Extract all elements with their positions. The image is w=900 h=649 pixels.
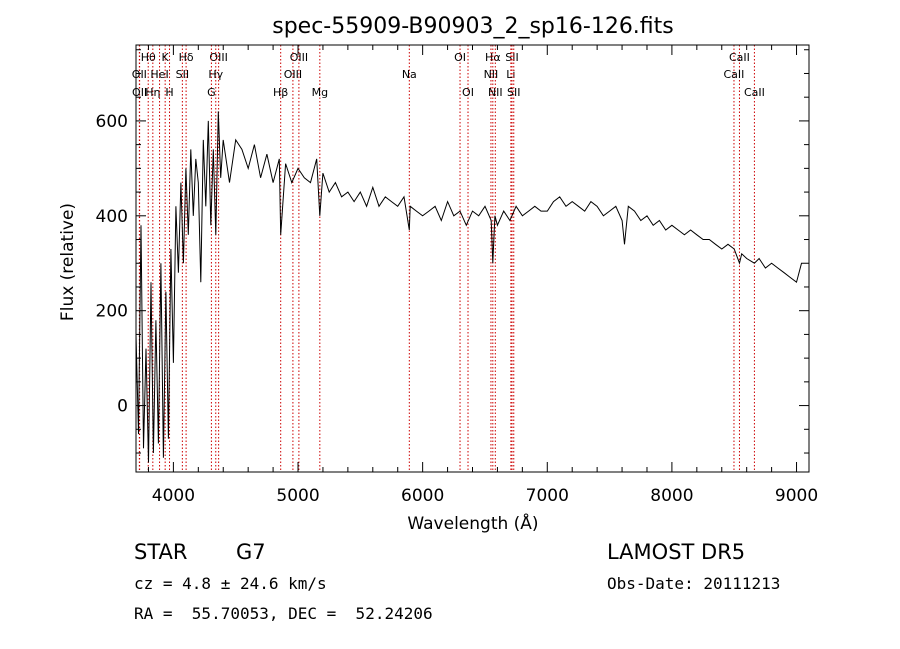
object-subclass: G7 [236, 540, 266, 564]
y-tick-label: 600 [96, 112, 128, 132]
chart-title: spec-55909-B90903_2_sp16-126.fits [272, 14, 674, 39]
line-label-16: Na [402, 68, 417, 81]
line-label-3: Hη [145, 86, 160, 99]
plot-frame [135, 44, 810, 473]
x-tick-label: 4000 [152, 486, 195, 506]
line-label-6: H [165, 86, 173, 99]
object-class: STAR [134, 540, 188, 564]
line-label-0: Hθ [141, 51, 156, 64]
line-label-24: SII [507, 86, 520, 99]
y-tick-label: 200 [96, 302, 128, 322]
obs-date-text: Obs-Date: 20111213 [607, 574, 781, 593]
line-label-12: Hβ [273, 86, 288, 99]
line-label-4: K [162, 51, 170, 64]
line-label-21: NII [488, 86, 503, 99]
line-label-20: NII [484, 68, 499, 81]
line-label-23: Li [506, 68, 515, 81]
line-label-25: CaII [729, 51, 750, 64]
x-axis-label: Wavelength (Å) [407, 512, 538, 534]
line-label-9: OIII [209, 51, 227, 64]
line-label-8: SII [176, 68, 189, 81]
line-label-13: OIII [290, 51, 308, 64]
line-label-22: SII [505, 51, 518, 64]
line-label-15: Mg [312, 86, 328, 99]
line-label-10: Hγ [208, 68, 223, 81]
y-axis: 0 200 400 600 [96, 49, 809, 454]
line-label-11: G [207, 86, 216, 99]
survey-label: LAMOST DR5 [607, 540, 746, 564]
y-axis-label: Flux (relative) [58, 203, 78, 321]
x-tick-label: 6000 [401, 486, 444, 506]
line-label-5: HeI [150, 68, 168, 81]
x-axis: 4000 5000 6000 7000 8000 9000 [147, 45, 818, 506]
spectrum-line-0 [135, 111, 804, 463]
line-label-27: CaII [744, 86, 765, 99]
redshift-text: cz = 4.8 ± 24.6 km/s [134, 574, 327, 593]
x-tick-label: 9000 [775, 486, 818, 506]
line-label-17: OI [454, 51, 466, 64]
y-tick-label: 400 [96, 207, 128, 227]
x-tick-label: 8000 [650, 486, 693, 506]
y-tick-label: 0 [117, 397, 128, 417]
x-tick-label: 5000 [276, 486, 319, 506]
radec-text: RA = 55.70053, DEC = 52.24206 [134, 604, 433, 623]
line-label-18: OI [462, 86, 474, 99]
line-label-14: OIII [284, 68, 302, 81]
x-tick-label: 7000 [526, 486, 569, 506]
line-label-7: Hδ [179, 51, 194, 64]
line-label-19: Hα [485, 51, 501, 64]
line-label-26: CaII [724, 68, 745, 81]
spectrum-series [135, 111, 804, 463]
